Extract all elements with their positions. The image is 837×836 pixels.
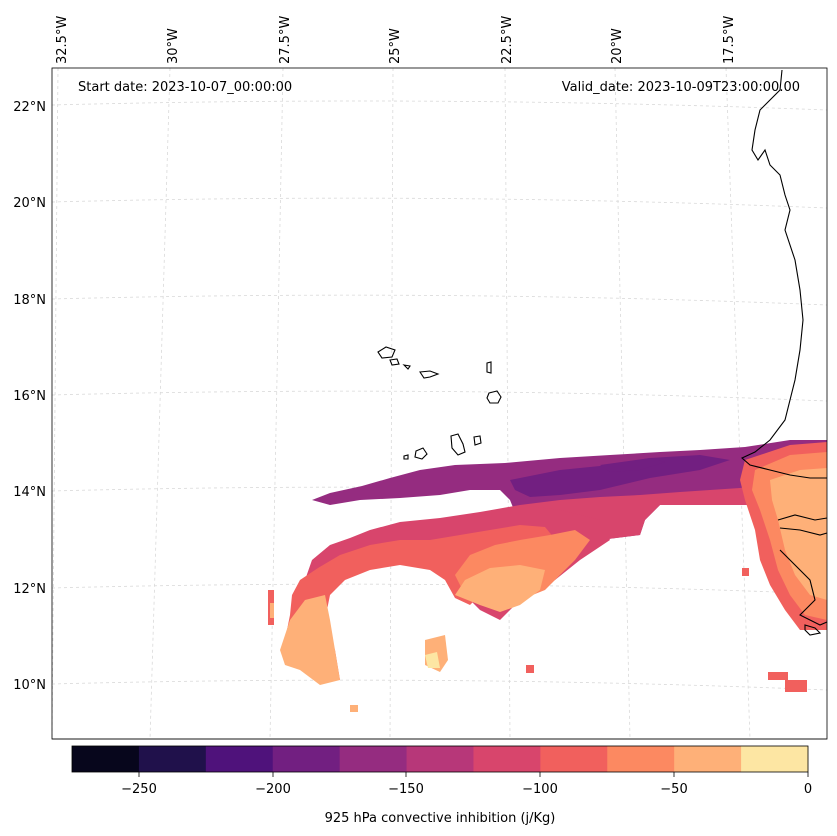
cin-cell [270,603,274,618]
colorbar-swatch [205,746,274,772]
colorbar-tick-label: −250 [121,782,157,797]
cin-region-pale [425,652,440,668]
boa-vista-island [486,390,502,404]
colorbar-swatch [138,746,207,772]
cin-region-deep-2 [600,458,665,472]
cin-cell [526,665,534,673]
colorbar-border [71,745,809,773]
cin-cell [785,680,807,692]
lon-tick: 32.5°W [55,16,70,64]
lon-tick-labels: 32.5°W 30°W 27.5°W 25°W 22.5°W 20°W 17.5… [55,16,737,64]
cin-region-east-peach [770,468,827,600]
lon-tick: 30°W [166,28,181,64]
valid-date-label: Valid_date: 2023-10-09T23:00:00.00 [562,80,800,95]
lon-tick: 22.5°W [500,16,515,64]
gambia-coastline-2 [779,527,828,536]
cin-region-peach [280,595,340,685]
santiago-island [450,433,466,456]
colorbar-swatch [540,746,608,772]
lon-tick: 20°W [610,28,625,64]
cin-region-peach-2 [455,565,545,612]
map-panel: Start date: 2023-10-07_00:00:00 Valid_da… [51,67,828,740]
sal-island [486,361,492,374]
cin-contours [268,440,827,712]
santo-antao-island [377,346,396,359]
colorbar-swatch [607,746,675,772]
lat-tick-labels: 22°N 20°N 18°N 16°N 14°N 12°N 10°N [13,100,46,693]
lon-tick: 25°W [388,28,403,64]
lat-tick: 22°N [13,100,46,115]
lon-tick: 17.5°W [722,16,737,64]
santa-luzia-island [402,364,411,370]
colorbar-label: 925 hPa convective inhibition (j/Kg) [325,811,556,826]
start-date-label: Start date: 2023-10-07_00:00:00 [78,80,292,95]
guinea-islands [804,624,822,636]
colorbar-ticks [138,772,809,777]
lat-tick: 20°N [13,196,46,211]
colorbar-swatch [339,746,408,772]
colorbar-swatches [72,746,809,772]
colorbar-tick-label: −150 [388,782,424,797]
sao-nicolau-island [419,370,440,379]
lat-tick: 12°N [13,582,46,597]
guinea-bissau-coastline [779,549,828,626]
gambia-coastline [777,514,828,521]
colorbar-tick-label: 0 [804,782,812,797]
gridlines [51,67,828,740]
sao-vicente-island [389,358,400,366]
cin-region-deep [510,455,730,497]
cin-cell [350,705,358,712]
cin-cell [742,568,749,576]
lat-tick: 16°N [13,389,46,404]
colorbar-tick-label: −100 [522,782,558,797]
colorbar-swatch [674,746,742,772]
colorbar: −250 −200 −150 −100 −50 0 925 hPa convec… [71,745,812,826]
colorbar-tick-label: −200 [255,782,291,797]
colorbar-swatch [406,746,474,772]
colorbar-swatch [741,746,809,772]
fogo-island [414,447,428,460]
coastlines [377,69,828,636]
brava-island [403,454,409,460]
colorbar-swatch [473,746,541,772]
lat-tick: 10°N [13,678,46,693]
colorbar-swatch [72,746,140,772]
maio-island [473,435,482,446]
colorbar-swatch [272,746,341,772]
lat-tick: 14°N [13,485,46,500]
lat-tick: 18°N [13,293,46,308]
colorbar-tick-label: −50 [660,782,687,797]
africa-coastline [740,69,827,479]
lon-tick: 27.5°W [278,16,293,64]
cin-cell [768,672,788,680]
